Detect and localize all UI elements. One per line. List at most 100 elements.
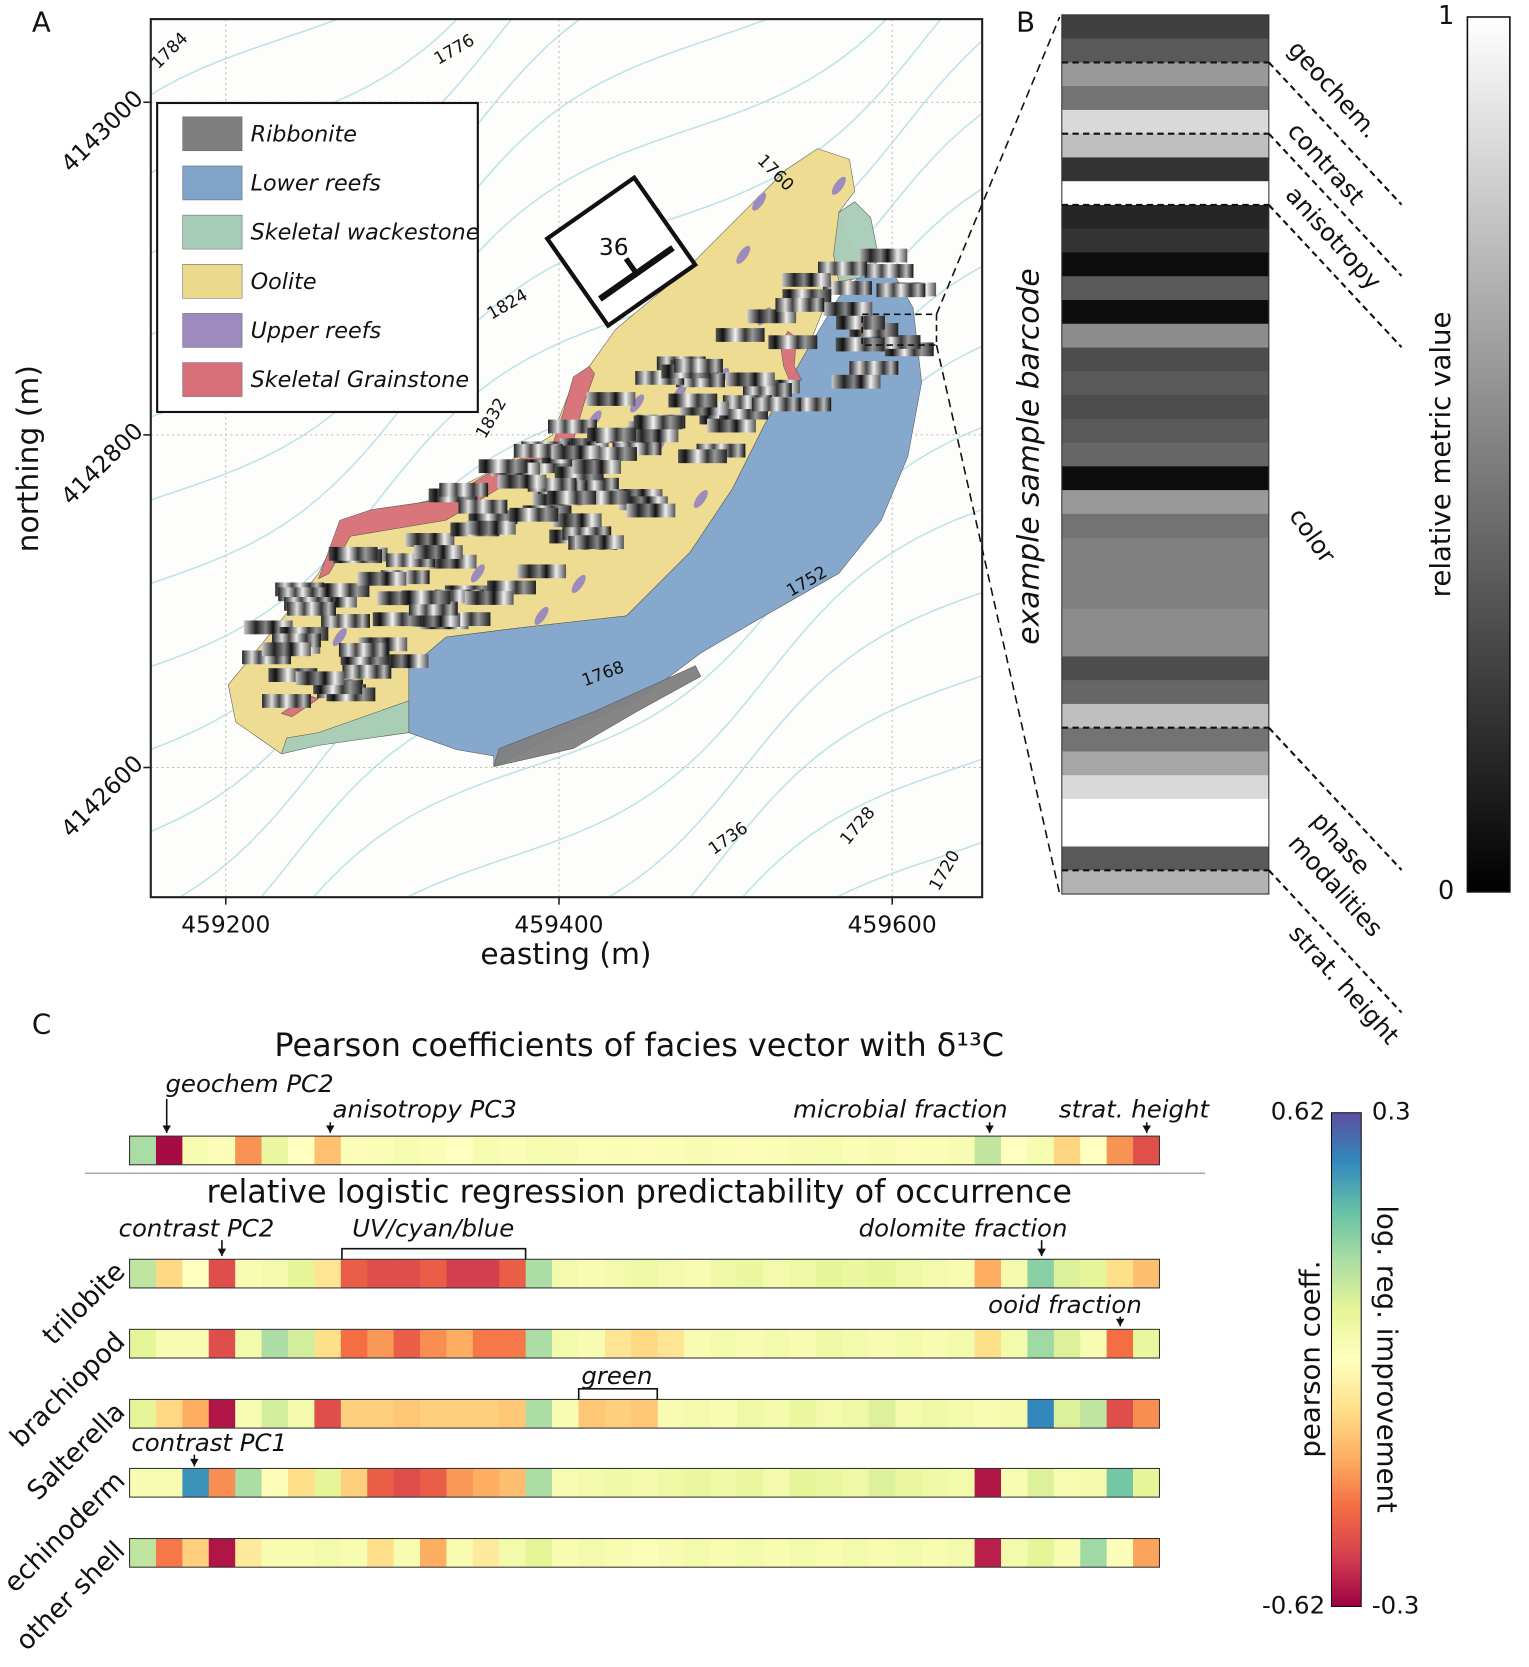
heatmap-cell: [763, 1329, 791, 1359]
colorbar-label: relative metric value: [1424, 312, 1457, 598]
sample-barcode: [379, 654, 429, 669]
heatmap-cell: [948, 1136, 975, 1165]
heatmap-cell: [789, 1136, 817, 1165]
heatmap-cell: [1133, 1538, 1160, 1568]
heatmap-cell: [789, 1468, 817, 1498]
heatmap-cell: [1053, 1259, 1081, 1288]
heatmap-cell: [288, 1259, 315, 1288]
sample-barcode: [320, 583, 370, 598]
heatmap-frame: [129, 1537, 1161, 1568]
heatmap-cell: [155, 1538, 183, 1568]
heatmap-cell: [604, 1329, 632, 1359]
heatmap-cell: [1106, 1399, 1134, 1429]
heatmap-cell: [472, 1259, 500, 1288]
barcode-stripe: [1061, 490, 1269, 515]
heatmap-cell: [631, 1259, 659, 1288]
upper-reef: [332, 628, 347, 647]
heatmap-cell: [420, 1259, 447, 1288]
sample-barcode: [742, 382, 792, 397]
heatmap-cell: [1053, 1329, 1081, 1359]
heatmap-cell: [684, 1329, 711, 1359]
heatmap-cell: [895, 1538, 923, 1568]
barcode-stripe: [1061, 14, 1269, 40]
heatmap-cell: [842, 1468, 870, 1498]
heatmap-cell: [552, 1136, 579, 1165]
sample-barcode: [372, 612, 422, 627]
heatmap-cell: [578, 1538, 606, 1568]
sample-barcode: [626, 503, 676, 518]
heatmap-cell: [288, 1136, 315, 1165]
y-axis-label: northing (m): [11, 365, 46, 552]
colorbar: [1466, 16, 1511, 893]
heatmap-cell: [1027, 1538, 1055, 1568]
annotation-arrowhead: [325, 1125, 335, 1133]
heatmap-cell: [921, 1259, 949, 1288]
heatmap-cell: [499, 1259, 526, 1288]
heatmap-cell: [710, 1399, 738, 1429]
heatmap-cell: [420, 1329, 447, 1359]
heatmap-cell: [155, 1468, 183, 1498]
heatmap-cell: [393, 1468, 421, 1498]
sample-barcode: [552, 513, 602, 528]
heatmap-cell: [367, 1259, 394, 1288]
upper-reef: [571, 574, 586, 594]
heatmap-cell: [974, 1259, 1002, 1288]
heatmap-cell: [868, 1399, 896, 1429]
heatmap-cell: [446, 1538, 474, 1568]
heatmap-cell: [763, 1468, 791, 1498]
annotation: microbial fraction: [793, 1095, 1007, 1124]
sample-barcode: [782, 272, 831, 287]
colorbar: [1330, 1112, 1362, 1608]
colorbar-tick-label: -0.62: [1262, 1590, 1325, 1619]
sample-barcode: [458, 499, 508, 514]
sample-barcode: [575, 535, 624, 550]
heatmap-cell: [340, 1468, 368, 1498]
heatmap-cell: [578, 1468, 606, 1498]
heatmap-cell: [1053, 1538, 1081, 1568]
annotation-arrowhead: [985, 1125, 994, 1133]
contour: [606, 591, 983, 898]
heatmap-cell: [1106, 1538, 1134, 1568]
sample-barcode: [487, 580, 537, 595]
heatmap-cell: [314, 1399, 342, 1429]
barcode-stripe: [1061, 252, 1269, 277]
sample-barcode: [413, 545, 463, 559]
upper-reef: [736, 245, 751, 264]
sample-barcode: [775, 298, 825, 312]
heatmap-cell: [155, 1136, 183, 1165]
heatmap-cell: [763, 1399, 791, 1429]
heatmap-cell: [1001, 1136, 1028, 1165]
sample-barcode: [668, 393, 718, 408]
heatmap-cell: [974, 1538, 1002, 1568]
heatmap-cell: [235, 1259, 262, 1288]
sample-barcode: [572, 460, 622, 474]
heatmap-cell: [736, 1136, 764, 1165]
heatmap-cell: [895, 1259, 923, 1288]
panel-label: B: [1016, 5, 1035, 38]
annotation-bracket: [577, 1388, 659, 1400]
facies-area: [280, 700, 410, 755]
annotation: dolomite fraction: [859, 1214, 1068, 1243]
group-label: anisotropy: [1280, 180, 1388, 295]
sample-barcode: [548, 419, 597, 434]
group-divider: [1268, 132, 1403, 277]
legend-swatch: [182, 313, 243, 348]
heatmap-cell: [1080, 1136, 1107, 1165]
annotation-arrowhead: [217, 1248, 227, 1257]
heatmap-cell: [367, 1468, 394, 1498]
heatmap-cell: [314, 1538, 342, 1568]
heatmap-cell: [288, 1468, 315, 1498]
heatmap-cell: [868, 1136, 896, 1165]
heatmap-cell: [604, 1538, 632, 1568]
heatmap-cell: [631, 1399, 659, 1429]
contour: [150, 19, 340, 96]
map-frame: [149, 18, 984, 899]
barcode-stripe: [1061, 703, 1269, 729]
annotation-arrowhead: [1142, 1125, 1151, 1133]
heatmap-cell: [948, 1259, 975, 1288]
group-divider: [1268, 61, 1403, 206]
heatmap-cell: [393, 1538, 421, 1568]
sample-barcode: [439, 482, 489, 497]
heatmap-cell: [816, 1329, 843, 1359]
